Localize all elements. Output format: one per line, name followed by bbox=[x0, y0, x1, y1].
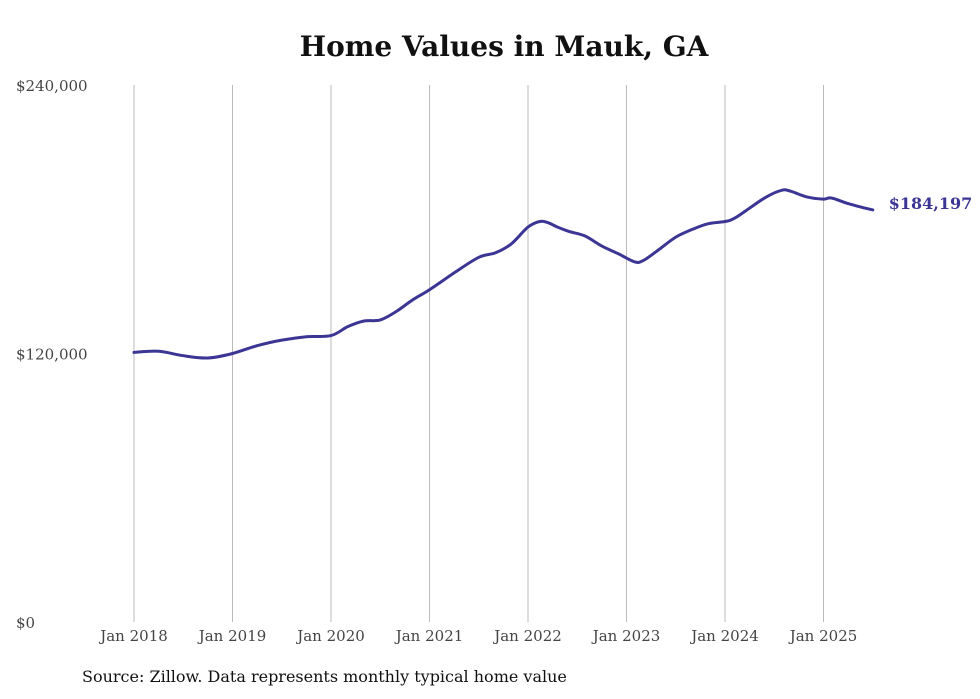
x-tick-label-6: Jan 2024 bbox=[689, 627, 759, 645]
y-tick-label-2: $240,000 bbox=[16, 77, 88, 95]
y-axis-ticks: $0 $120,000 $240,000 bbox=[16, 77, 88, 632]
y-tick-label-0: $0 bbox=[16, 614, 35, 632]
chart-plot-area: $0$120,000$240,000 Jan 2018 Jan 2019 Jan 2… bbox=[16, 77, 973, 645]
y-tick-label-1: $120,000 bbox=[16, 346, 88, 364]
x-tick-label-4: Jan 2022 bbox=[492, 627, 562, 645]
x-tick-label-0: Jan 2018 bbox=[98, 627, 168, 645]
chart-title: Home Values in Mauk, GA bbox=[299, 30, 709, 63]
latest-value-label: $184,197 bbox=[889, 194, 973, 213]
x-tick-label-5: Jan 2023 bbox=[591, 627, 661, 645]
x-tick-label-7: Jan 2025 bbox=[788, 627, 858, 645]
x-tick-label-2: Jan 2020 bbox=[295, 627, 365, 645]
x-tick-label-1: Jan 2019 bbox=[197, 627, 267, 645]
x-axis-ticks: Jan 2018 Jan 2019 Jan 2020 Jan 2021 Jan 2022… bbox=[98, 627, 857, 645]
source-note: Source: Zillow. Data represents monthly … bbox=[82, 667, 567, 686]
home-value-line bbox=[132, 188, 875, 360]
x-tick-label-3: Jan 2021 bbox=[394, 627, 464, 645]
